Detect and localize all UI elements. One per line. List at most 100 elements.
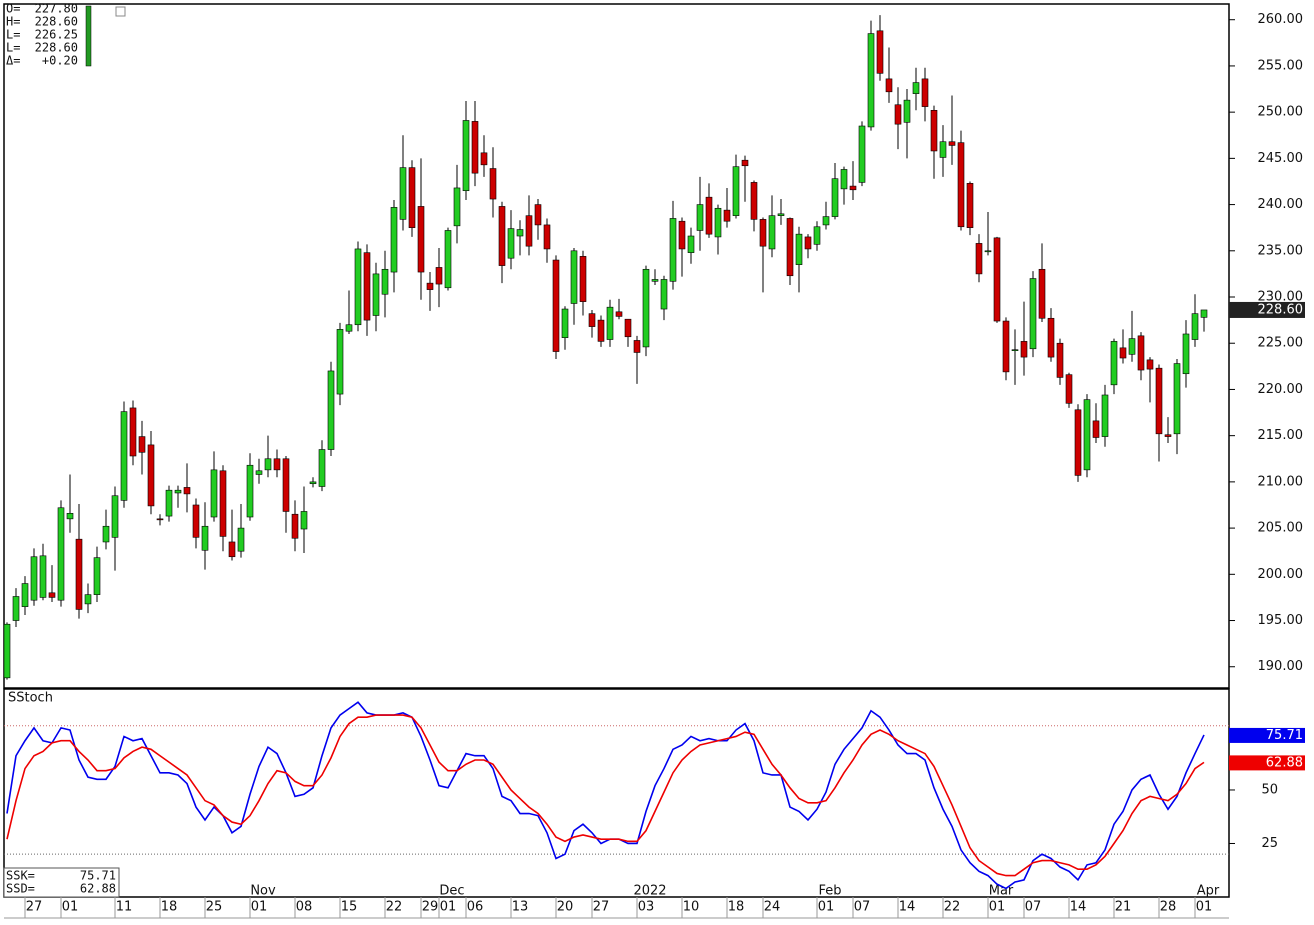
x-tick-label: 01 (1196, 900, 1213, 915)
readout-label: Δ= (6, 54, 20, 68)
candle-body (660, 279, 668, 310)
candle-body (723, 209, 731, 222)
candle-body (831, 178, 839, 217)
month-label: Feb (818, 884, 841, 899)
candle-body (975, 243, 983, 275)
candle-body (156, 518, 164, 521)
x-tick-label: 18 (161, 900, 178, 915)
candle-body (1002, 320, 1010, 373)
x-tick-label: 14 (899, 900, 916, 915)
stoch-readout-box (3, 867, 120, 898)
y-tick-label: 260.00 (1258, 12, 1304, 27)
candle-body (786, 218, 794, 277)
candle-body (102, 525, 110, 543)
candle-body (570, 250, 578, 304)
y-tick-label: 225.00 (1258, 336, 1304, 351)
x-tick-label: 08 (296, 900, 313, 915)
candle-body (993, 237, 1001, 322)
candle-body (246, 464, 254, 518)
candle-body (453, 187, 461, 227)
candle-body (768, 215, 776, 250)
stoch-tag (1229, 755, 1305, 771)
candle-body (984, 250, 992, 253)
candle-body (84, 594, 92, 605)
stoch-readout-value: 62.88 (80, 882, 116, 896)
candle-body (129, 407, 137, 457)
candle-body (1155, 367, 1163, 435)
candle-body (327, 370, 335, 450)
candle-body (273, 458, 281, 471)
candle-body (48, 592, 56, 598)
candle-body (516, 229, 524, 237)
candle-body (1083, 399, 1091, 471)
candle-body (147, 444, 155, 507)
y-tick-label: 245.00 (1258, 151, 1304, 166)
candle-body (57, 507, 65, 601)
x-tick-label: 01 (989, 900, 1006, 915)
x-tick-label: 07 (854, 900, 871, 915)
candle-body (480, 152, 488, 166)
x-tick-label: 20 (557, 900, 574, 915)
x-tick-label: 01 (440, 900, 457, 915)
month-label: Dec (439, 884, 464, 899)
candle-body (948, 141, 956, 146)
y-tick-label: 205.00 (1258, 521, 1304, 536)
candle-body (237, 527, 245, 552)
panel-menu-icon[interactable] (115, 6, 126, 17)
candle-body (1128, 338, 1136, 355)
readout-label: L= (6, 28, 20, 42)
readout-value: 227.80 (35, 2, 78, 16)
candle-body (597, 319, 605, 342)
last-price-tag (1229, 301, 1305, 318)
candle-body (588, 313, 596, 327)
y-tick-label: 230.00 (1258, 290, 1304, 305)
x-tick-label: 22 (386, 900, 403, 915)
candle-body (30, 556, 38, 601)
month-label: Nov (250, 884, 276, 899)
candle-body (1110, 341, 1118, 386)
x-tick-label: 29 (422, 900, 439, 915)
x-tick-label: 15 (341, 900, 358, 915)
x-tick-label: 03 (638, 900, 655, 915)
candle-body (390, 207, 398, 273)
candle-body (417, 206, 425, 273)
y-tick-label: 240.00 (1258, 197, 1304, 212)
candle-body (669, 218, 677, 282)
candle-body (525, 215, 533, 247)
readout-label: H= (6, 15, 20, 29)
x-tick-label: 21 (1115, 900, 1132, 915)
stoch-line (6, 701, 1205, 890)
candle-body (1200, 309, 1208, 318)
stoch-title: SStoch (8, 691, 53, 706)
month-label: 2022 (633, 884, 666, 899)
candle-body (1011, 349, 1019, 351)
candle-body (354, 248, 362, 326)
y-tick-label: 215.00 (1258, 428, 1304, 443)
stoch-tag (1229, 727, 1305, 743)
candle-body (876, 30, 884, 74)
candle-body (624, 318, 632, 338)
candle-body (1047, 317, 1055, 358)
x-tick-label: 10 (683, 900, 700, 915)
candle-body (1137, 335, 1145, 371)
candle-body (741, 159, 749, 167)
x-tick-label: 22 (944, 900, 961, 915)
readout-value: 228.60 (35, 15, 78, 29)
candle-body (345, 324, 353, 332)
readout-value: +0.20 (42, 54, 78, 68)
candle-body (687, 235, 695, 253)
candle-body (939, 141, 947, 158)
x-tick-label: 07 (1025, 900, 1042, 915)
candle-body (426, 282, 434, 290)
candle-body (3, 623, 11, 679)
candle-body (462, 120, 470, 192)
candle-body (561, 308, 569, 338)
y-tick-label: 200.00 (1258, 567, 1304, 582)
candle-body (840, 169, 848, 190)
candle-body (633, 340, 641, 353)
candle-body (1074, 409, 1082, 476)
readout-label: O= (6, 2, 20, 16)
candle-body (750, 182, 758, 220)
